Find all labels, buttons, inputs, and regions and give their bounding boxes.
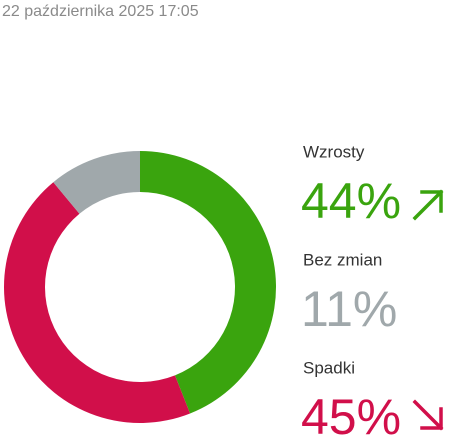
value-label: 44% bbox=[301, 173, 401, 229]
arrow-down bbox=[412, 399, 444, 431]
legend-label: Wzrosty bbox=[303, 142, 365, 161]
arrow-up bbox=[412, 189, 444, 221]
value-label: 45% bbox=[301, 389, 401, 437]
legend-label: Bez zmian bbox=[303, 250, 382, 269]
slice bbox=[140, 151, 277, 414]
value-label: 11% bbox=[301, 281, 397, 337]
slice bbox=[3, 182, 191, 424]
date: 22 października 2025 17:05 bbox=[2, 3, 199, 20]
slice bbox=[53, 151, 141, 214]
legend-label: Spadki bbox=[303, 358, 355, 377]
